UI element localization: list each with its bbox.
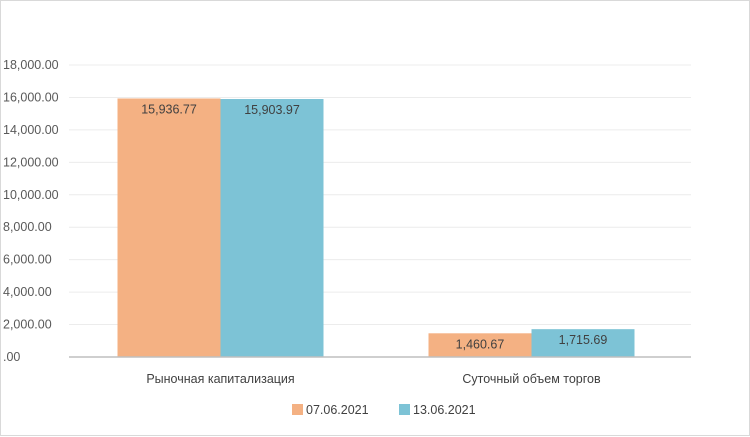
legend-swatch bbox=[399, 404, 410, 415]
y-tick-label: 10,000.00 bbox=[3, 188, 59, 202]
data-label: 15,903.97 bbox=[244, 103, 300, 117]
bars bbox=[117, 98, 635, 358]
y-tick-label: 14,000.00 bbox=[3, 123, 59, 137]
bar-1-1[interactable] bbox=[117, 98, 221, 357]
y-tick-label: 12,000.00 bbox=[3, 155, 59, 169]
category-label: Суточный объем торгов bbox=[462, 372, 601, 386]
bar-2-2[interactable] bbox=[531, 329, 635, 357]
legend-item-1[interactable]: 07.06.2021 bbox=[292, 403, 369, 417]
legend-label: 07.06.2021 bbox=[306, 403, 369, 417]
data-labels: 15,936.77 15,903.97 1,460.67 1,715.69 bbox=[141, 102, 607, 351]
data-label: 1,460.67 bbox=[456, 337, 505, 351]
y-tick-label: 4,000.00 bbox=[3, 285, 52, 299]
y-tick-label: 6,000.00 bbox=[3, 253, 52, 267]
category-label: Рыночная капитализация bbox=[146, 372, 294, 386]
legend-item-2[interactable]: 13.06.2021 bbox=[399, 403, 476, 417]
bar-2-1[interactable] bbox=[220, 99, 324, 358]
y-tick-label: .00 bbox=[3, 350, 20, 364]
data-label: 1,715.69 bbox=[559, 333, 608, 347]
legend[interactable]: 07.06.2021 13.06.2021 bbox=[292, 403, 476, 417]
category-labels: Рыночная капитализация Суточный объем тор… bbox=[146, 372, 601, 386]
y-axis-ticks: .00 2,000.00 4,000.00 6,000.00 8,000.00 10,00… bbox=[3, 58, 59, 364]
y-tick-label: 8,000.00 bbox=[3, 220, 52, 234]
y-tick-label: 18,000.00 bbox=[3, 58, 59, 72]
legend-swatch bbox=[292, 404, 303, 415]
data-label: 15,936.77 bbox=[141, 102, 197, 116]
legend-label: 13.06.2021 bbox=[413, 403, 476, 417]
bar-1-2[interactable] bbox=[428, 333, 532, 357]
y-tick-label: 16,000.00 bbox=[3, 90, 59, 104]
y-tick-label: 2,000.00 bbox=[3, 318, 52, 332]
